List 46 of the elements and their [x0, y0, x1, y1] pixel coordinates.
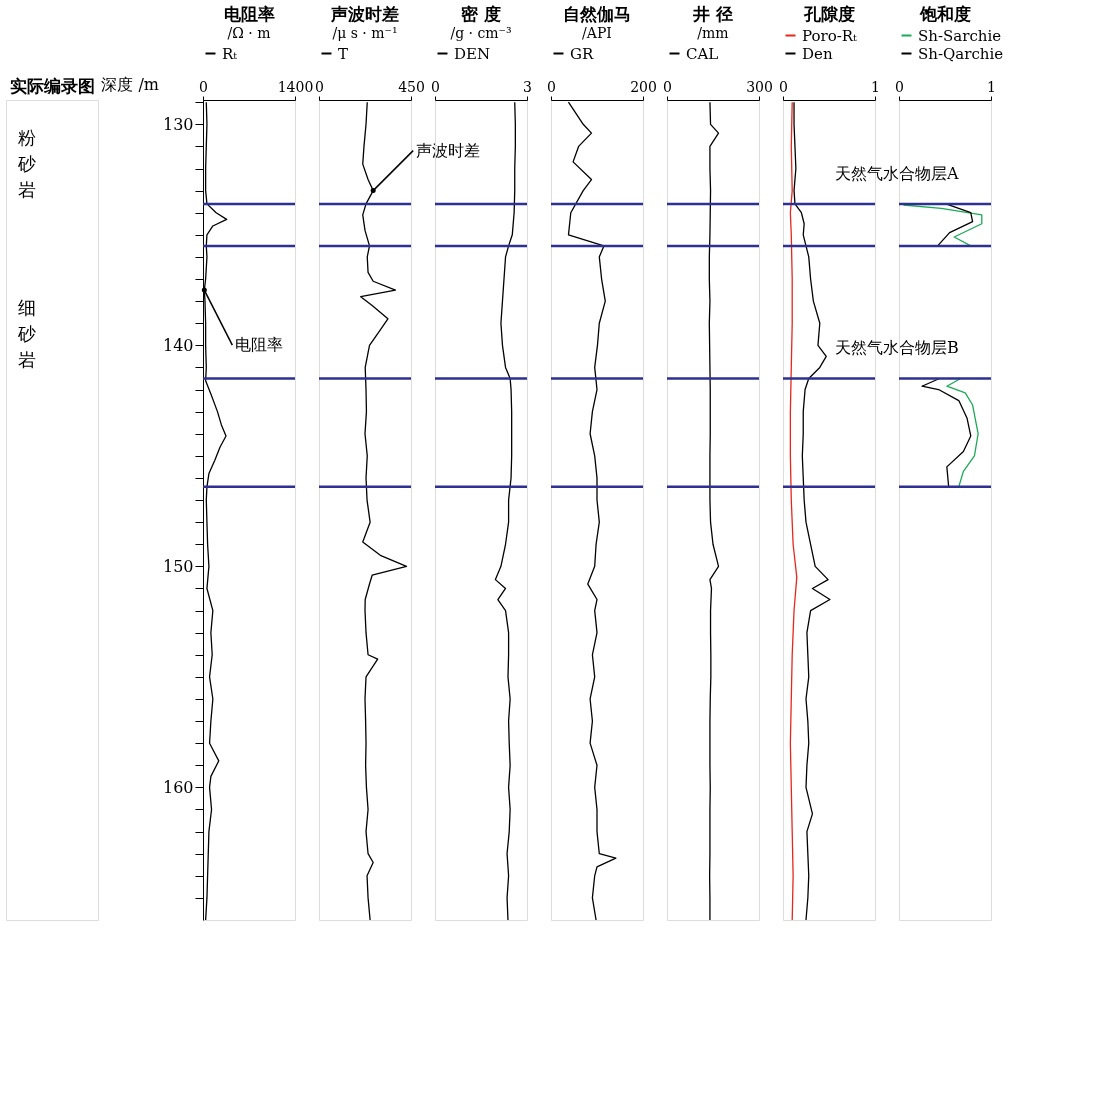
chart-title: 饱和度 — [918, 4, 971, 24]
x-tick-label: 0 — [315, 78, 324, 95]
ref-line-label: 天然气水合物层A — [835, 163, 959, 183]
chart-title: 自然伽马 — [563, 4, 631, 24]
legend-label: Rₜ — [222, 44, 238, 63]
x-tick-label: 0 — [663, 78, 672, 95]
text: 实际编录图 — [9, 76, 95, 96]
legend-label: CAL — [686, 44, 719, 63]
chart-subtitle: /API — [582, 25, 612, 41]
legend-label: Sh-Sarchie — [918, 26, 1002, 45]
x-tick-label: 0 — [895, 78, 904, 95]
x-tick-label: 300 — [746, 78, 773, 95]
x-tick-label: 0 — [779, 78, 788, 95]
text: T — [338, 44, 349, 63]
text: GR — [570, 44, 594, 63]
chart-title: 声波时差 — [330, 4, 399, 24]
text: 粉砂岩 — [17, 127, 36, 200]
chart-title: 电阻率 — [223, 4, 275, 24]
x-tick-label: 1 — [987, 78, 996, 95]
x-tick-label: 3 — [523, 78, 532, 95]
chart-title: 井 径 — [692, 4, 733, 24]
x-tick-label: 0 — [547, 78, 556, 95]
y-tick-label: 160 — [162, 777, 194, 797]
legend-label: Poro-Rₜ — [802, 26, 858, 45]
x-tick-label: 0 — [199, 78, 208, 95]
text: 细砂岩 — [17, 297, 36, 370]
x-tick-label: 1400 — [277, 78, 314, 95]
y-axis-title: 深度 /m — [101, 74, 159, 94]
y-tick-label: 140 — [162, 335, 194, 355]
annotation: 电阻率 — [235, 335, 284, 355]
chart-subtitle: /μ s · m⁻¹ — [332, 25, 398, 41]
x-tick-label: 1 — [871, 78, 880, 95]
x-tick-label: 450 — [398, 78, 425, 95]
legend-label: DEN — [454, 44, 491, 63]
chart-subtitle: /g · cm⁻³ — [450, 25, 512, 41]
chart-title: 密 度 — [461, 4, 501, 24]
y-tick-label: 150 — [162, 556, 194, 576]
x-tick-label: 200 — [630, 78, 657, 95]
legend-label: Sh-Qarchie — [918, 44, 1004, 63]
text: Den — [802, 44, 833, 63]
chart-subtitle: /Ω · m — [227, 25, 271, 41]
chart-title: 孔隙度 — [802, 4, 855, 24]
x-tick-label: 0 — [431, 78, 440, 95]
chart-subtitle: /mm — [697, 25, 729, 41]
ref-line-label: 天然气水合物层B — [835, 338, 959, 358]
y-tick-label: 130 — [162, 114, 194, 134]
